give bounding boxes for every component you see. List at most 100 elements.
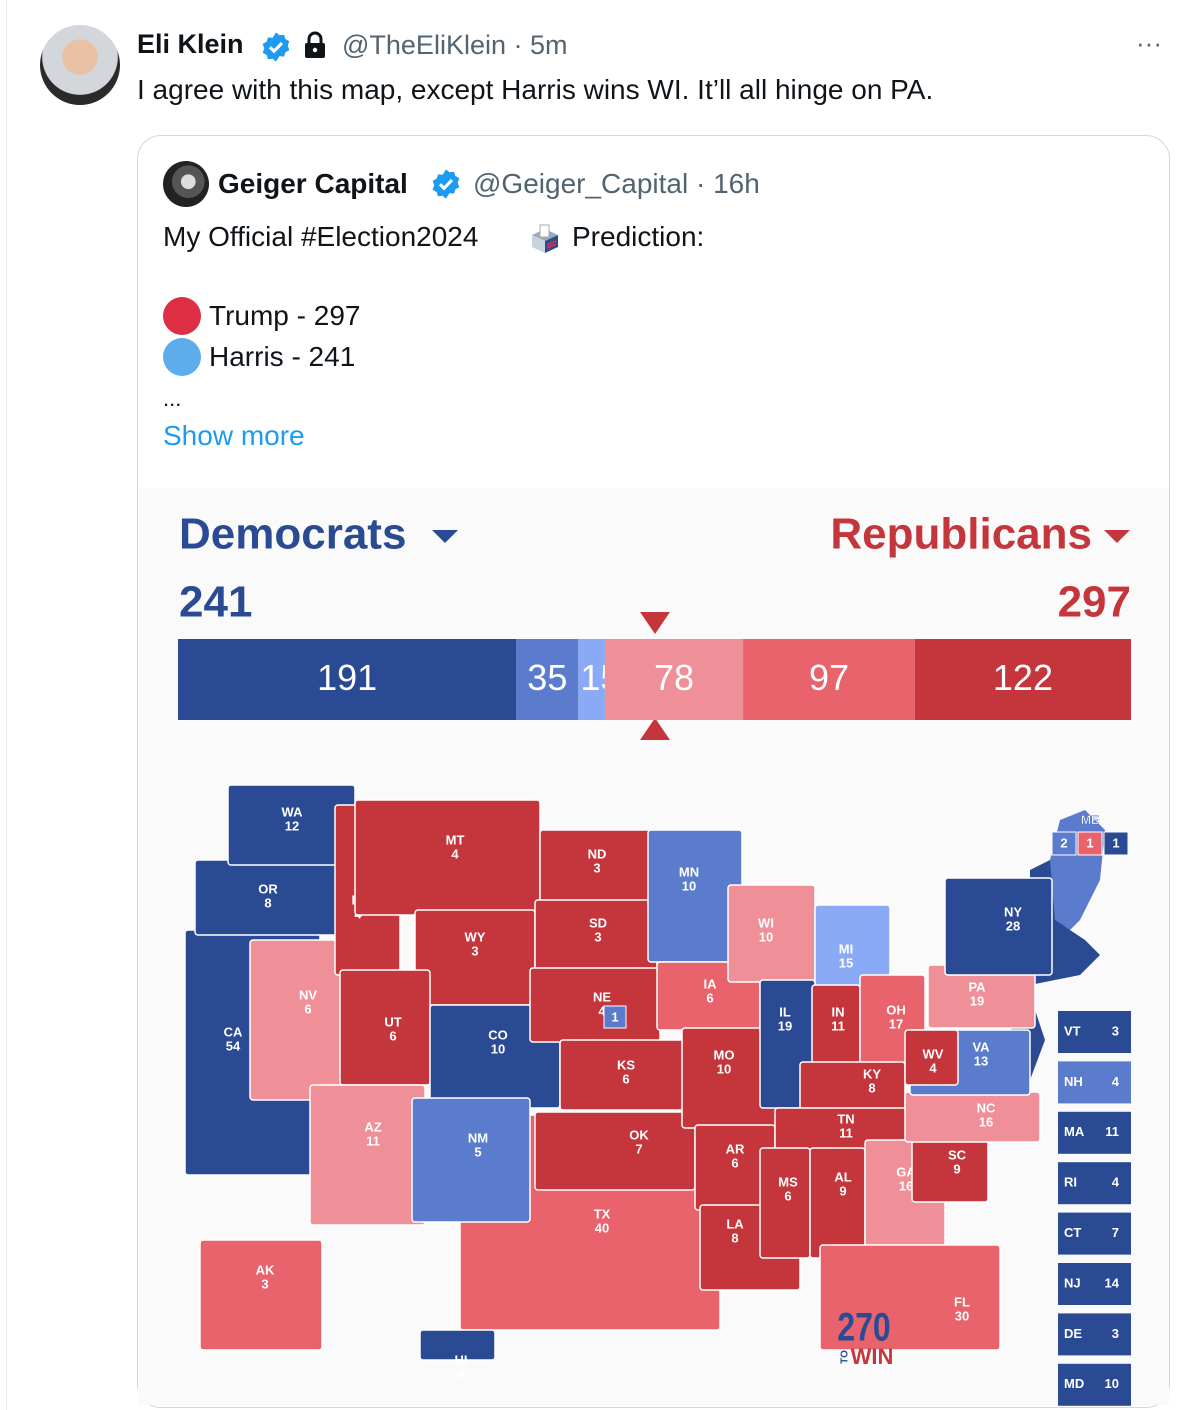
state-shape bbox=[309, 1084, 426, 1226]
state-votes: 3 bbox=[594, 929, 601, 944]
logo-win: WIN bbox=[851, 1344, 894, 1369]
quote-text: Prediction: bbox=[572, 221, 705, 252]
quote-author[interactable]: Geiger Capital bbox=[218, 168, 408, 199]
state-shape bbox=[529, 967, 661, 1043]
avatar[interactable] bbox=[40, 25, 120, 105]
author-handle[interactable]: @TheEliKlein · 5m bbox=[342, 30, 568, 60]
state-abbr: PA bbox=[968, 979, 986, 994]
state-abbr: KS bbox=[617, 1057, 635, 1072]
state-abbr: CA bbox=[224, 1024, 243, 1039]
small-state-box bbox=[1058, 1162, 1131, 1205]
state-votes: 19 bbox=[778, 1018, 792, 1033]
quote-avatar[interactable] bbox=[163, 161, 209, 207]
state-votes: 10 bbox=[717, 1061, 731, 1076]
segment-label: 191 bbox=[317, 657, 377, 698]
majority-marker bbox=[640, 718, 670, 740]
tweet-text: I agree with this map, except Harris win… bbox=[137, 74, 934, 105]
state-abbr: RI bbox=[1064, 1175, 1077, 1190]
color-dot bbox=[163, 297, 201, 335]
state-votes: 40 bbox=[595, 1220, 609, 1235]
state-votes: 6 bbox=[622, 1071, 629, 1086]
small-state-box bbox=[1058, 1212, 1131, 1255]
state-votes: 28 bbox=[1006, 918, 1020, 933]
state-abbr: NM bbox=[468, 1130, 488, 1145]
rep-total: 297 bbox=[1058, 578, 1131, 627]
ballot-box-emoji bbox=[532, 224, 558, 253]
color-dot bbox=[163, 338, 201, 376]
state-abbr: VA bbox=[972, 1039, 990, 1054]
state-shape bbox=[944, 877, 1053, 976]
dem-total: 241 bbox=[179, 578, 252, 627]
state-abbr: WY bbox=[465, 929, 486, 944]
bar-segment bbox=[604, 639, 744, 720]
state-abbr: NC bbox=[977, 1100, 996, 1115]
state-votes: 9 bbox=[839, 1183, 846, 1198]
state-shape bbox=[419, 1329, 496, 1361]
district-box bbox=[1077, 831, 1103, 856]
state-votes: 9 bbox=[953, 1161, 960, 1176]
state-abbr: OR bbox=[258, 881, 278, 896]
state-abbr: NE bbox=[593, 989, 611, 1004]
state-abbr: AK bbox=[256, 1262, 275, 1277]
state-votes: 14 bbox=[1105, 1275, 1120, 1290]
state-votes: 8 bbox=[731, 1230, 738, 1245]
state-abbr: SD bbox=[589, 915, 607, 930]
quote-text: My Official #Election2024 bbox=[163, 221, 479, 252]
state-votes: 11 bbox=[831, 1018, 845, 1033]
dropdown-arrow bbox=[1104, 530, 1130, 543]
state-votes: 6 bbox=[706, 990, 713, 1005]
segment-label: 122 bbox=[993, 657, 1053, 698]
state-votes: 6 bbox=[389, 1028, 396, 1043]
bar-segment bbox=[743, 639, 915, 720]
state-abbr: AR bbox=[726, 1141, 745, 1156]
district-box bbox=[1051, 831, 1077, 856]
verified-badge bbox=[432, 169, 460, 199]
state-votes: 13 bbox=[974, 1053, 988, 1068]
state-votes: 10 bbox=[759, 929, 773, 944]
state-votes: 4 bbox=[929, 1060, 937, 1075]
state-shape bbox=[199, 1239, 323, 1351]
state-votes: 16 bbox=[979, 1114, 993, 1129]
more-button[interactable]: ··· bbox=[1136, 28, 1162, 58]
quote-handle[interactable]: @Geiger_Capital · 16h bbox=[473, 168, 760, 199]
state-abbr: OK bbox=[629, 1127, 649, 1142]
segment-label: 97 bbox=[809, 657, 849, 698]
state-votes: 6 bbox=[304, 1001, 311, 1016]
state-votes: 8 bbox=[868, 1080, 875, 1095]
state-abbr: UT bbox=[384, 1014, 401, 1029]
author-name[interactable]: Eli Klein bbox=[137, 29, 244, 59]
logo-to: TO bbox=[840, 1350, 851, 1364]
bar-segment bbox=[578, 639, 605, 720]
state-shape bbox=[809, 1147, 866, 1259]
state-abbr: MT bbox=[446, 832, 465, 847]
show-more-link[interactable]: Show more bbox=[163, 420, 305, 451]
state-abbr: DE bbox=[1064, 1326, 1082, 1341]
thread-border bbox=[6, 0, 7, 1410]
verified-badge bbox=[262, 32, 290, 62]
small-state-box bbox=[1058, 1011, 1131, 1053]
state-abbr: MD bbox=[1064, 1376, 1084, 1391]
state-shape bbox=[799, 1061, 906, 1111]
quote-card[interactable] bbox=[137, 135, 1170, 1408]
small-state-box bbox=[1058, 1363, 1131, 1406]
state-votes: 11 bbox=[366, 1133, 380, 1148]
prediction-line: Harris - 241 bbox=[209, 341, 356, 372]
state-abbr: KY bbox=[863, 1066, 881, 1081]
district-box bbox=[603, 1005, 627, 1029]
state-votes: 6 bbox=[784, 1188, 791, 1203]
state-abbr: CT bbox=[1064, 1225, 1081, 1240]
segment-label: 35 bbox=[527, 657, 567, 698]
state-votes: 4 bbox=[1112, 1074, 1120, 1089]
state-votes: 4 bbox=[598, 1003, 606, 1018]
majority-marker bbox=[640, 612, 670, 634]
state-votes: 10 bbox=[1105, 1376, 1119, 1391]
state-votes: 3 bbox=[1112, 1326, 1119, 1341]
state-votes: 3 bbox=[1112, 1023, 1119, 1038]
state-shape bbox=[819, 1244, 1001, 1351]
state-shape bbox=[534, 1111, 696, 1191]
district-box bbox=[1103, 831, 1129, 856]
state-votes: 4 bbox=[457, 1366, 465, 1381]
state-abbr: LA bbox=[726, 1216, 744, 1231]
